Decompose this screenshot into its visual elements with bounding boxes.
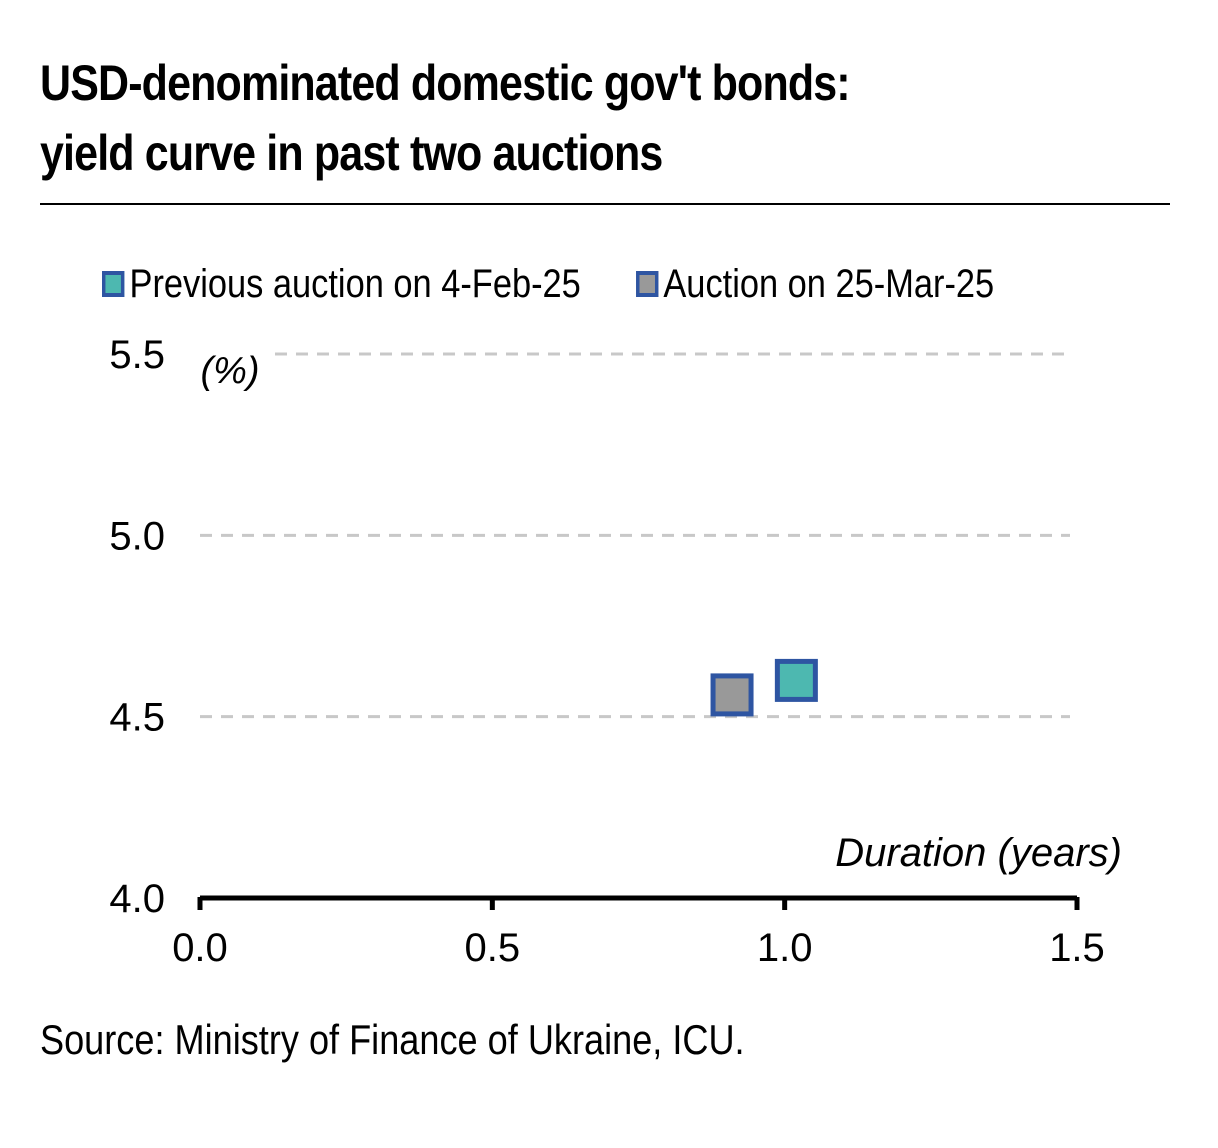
- y-tick-label-2: 5.0: [109, 514, 165, 558]
- legend-swatch-current: [635, 271, 659, 297]
- legend-item-previous: Previous auction on 4-Feb-25: [102, 262, 581, 307]
- y-axis-title: (%): [200, 350, 259, 392]
- x-tick-label-3: 1.5: [1049, 926, 1105, 970]
- data-point-series1-0: [710, 673, 754, 717]
- legend-swatch-previous: [102, 271, 125, 297]
- legend-item-current: Auction on 25-Mar-25: [635, 261, 995, 307]
- chart-title-line-2: yield curve in past two auctions: [40, 125, 663, 181]
- x-tick-label-2: 1.0: [757, 926, 813, 970]
- x-tick-label-1: 0.5: [465, 926, 521, 970]
- legend-label-previous: Previous auction on 4-Feb-25: [129, 261, 581, 306]
- x-axis-title: Duration (years): [835, 831, 1122, 875]
- chart-title: USD-denominated domestic gov't bonds: yi…: [40, 48, 1012, 188]
- y-tick-label-1: 4.5: [109, 696, 165, 740]
- title-divider: [40, 203, 1170, 205]
- chart-title-line-1: USD-denominated domestic gov't bonds:: [40, 55, 851, 111]
- legend-label-current: Auction on 25-Mar-25: [663, 261, 995, 306]
- data-point-series0-0: [774, 658, 818, 702]
- chart-legend: Previous auction on 4-Feb-25 Auction on …: [102, 258, 1049, 310]
- x-tick-label-0: 0.0: [172, 926, 228, 970]
- y-tick-label-0: 4.0: [109, 877, 165, 921]
- source-note: Source: Ministry of Finance of Ukraine, …: [40, 1016, 745, 1063]
- y-tick-label-3: 5.5: [109, 333, 165, 377]
